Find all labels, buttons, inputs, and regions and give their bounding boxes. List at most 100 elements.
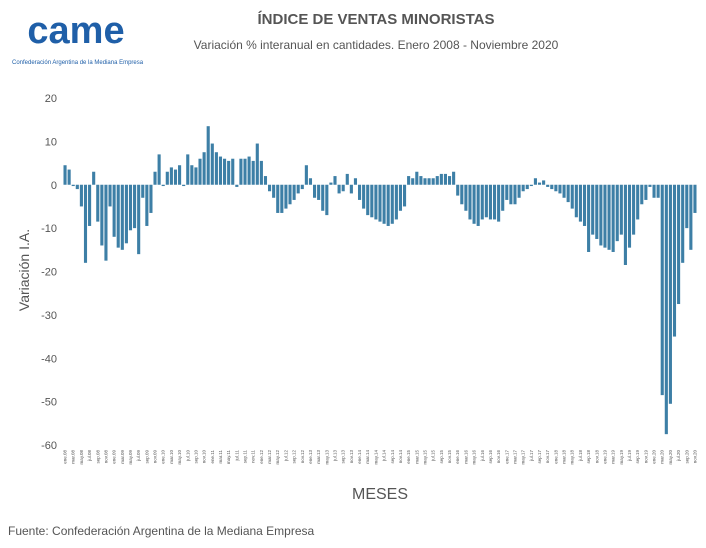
bar xyxy=(439,173,443,185)
bar xyxy=(227,160,231,185)
x-tick-label: ene.15 xyxy=(406,450,411,464)
y-axis-label: Variación I.A. xyxy=(16,229,32,311)
bar xyxy=(304,165,308,185)
y-tick-label: -20 xyxy=(41,267,57,279)
bar xyxy=(525,184,529,190)
bar xyxy=(468,184,472,220)
bar xyxy=(501,184,505,211)
bar xyxy=(214,152,218,185)
x-tick-label: may.20 xyxy=(668,450,673,465)
x-tick-label: nov.09 xyxy=(153,450,158,464)
bar xyxy=(251,160,255,185)
bar xyxy=(415,171,419,185)
x-tick-label: ene.14 xyxy=(357,450,362,464)
bar xyxy=(206,126,210,185)
bar xyxy=(366,184,370,216)
bar xyxy=(92,171,96,185)
bar xyxy=(83,184,88,263)
bar xyxy=(402,184,407,207)
x-tick-label: ene.20 xyxy=(652,450,657,464)
x-tick-label: ene.09 xyxy=(112,450,117,464)
x-tick-label: ene.16 xyxy=(455,450,460,464)
bar xyxy=(178,165,182,185)
x-tick-label: jul.13 xyxy=(333,450,338,462)
bar xyxy=(112,184,116,237)
bar xyxy=(67,169,71,185)
bar xyxy=(435,176,439,185)
bar xyxy=(362,184,366,209)
bar xyxy=(300,184,304,190)
bar xyxy=(636,184,640,220)
bar xyxy=(308,178,313,185)
bar xyxy=(165,171,169,185)
x-tick-label: nov.19 xyxy=(643,450,648,464)
bar xyxy=(419,176,423,185)
bar xyxy=(169,167,173,185)
bar xyxy=(116,184,120,248)
bar xyxy=(660,184,664,396)
bar xyxy=(668,184,672,404)
x-tick-label: jul.10 xyxy=(185,450,190,462)
x-tick-label: mar.18 xyxy=(562,450,567,464)
x-tick-label: ene.10 xyxy=(161,450,166,464)
bar xyxy=(632,184,636,235)
x-tick-label: jul.11 xyxy=(234,450,239,462)
bar xyxy=(529,184,533,187)
bar xyxy=(288,184,292,205)
x-tick-label: nov.13 xyxy=(349,450,354,464)
bar xyxy=(272,184,276,198)
bar xyxy=(644,184,648,200)
bar xyxy=(63,165,67,185)
bar xyxy=(182,184,186,187)
bar xyxy=(141,184,145,198)
x-tick-label: sep.12 xyxy=(292,450,297,464)
bar xyxy=(337,184,341,194)
bar xyxy=(231,158,235,185)
bar xyxy=(431,178,435,185)
bar xyxy=(407,176,411,185)
bar xyxy=(599,184,603,246)
bar xyxy=(570,184,574,209)
bar xyxy=(79,184,83,207)
bar xyxy=(394,184,398,220)
bar xyxy=(218,156,223,185)
bar xyxy=(447,176,452,185)
bar xyxy=(517,184,521,198)
x-tick-label: ene.12 xyxy=(259,450,264,464)
bar xyxy=(120,184,124,250)
bar xyxy=(595,184,599,239)
x-tick-label: sep.18 xyxy=(586,450,591,464)
bar xyxy=(263,176,268,185)
bar xyxy=(71,184,75,187)
y-tick-label: -60 xyxy=(41,440,57,452)
x-tick-label: jul.16 xyxy=(480,450,485,462)
bar xyxy=(259,160,263,185)
x-tick-label: mar.08 xyxy=(71,450,76,464)
x-tick-label: jul.20 xyxy=(676,450,681,462)
x-tick-label: nov.18 xyxy=(594,450,599,464)
x-tick-label: may.10 xyxy=(177,450,182,465)
bar xyxy=(202,152,206,185)
bar xyxy=(411,178,415,185)
x-tick-label: nov.17 xyxy=(545,450,550,464)
bar xyxy=(124,184,128,244)
bar xyxy=(157,154,161,185)
bar xyxy=(128,184,133,231)
bar xyxy=(284,184,288,209)
bar xyxy=(587,184,591,252)
bar xyxy=(497,184,501,222)
bar xyxy=(292,184,296,200)
chart-subtitle: Variación % interanual en cantidades. En… xyxy=(194,38,559,52)
bar xyxy=(480,184,484,220)
bar xyxy=(104,184,108,261)
x-tick-label: may.13 xyxy=(324,450,329,465)
bar xyxy=(235,184,239,187)
x-tick-label: may.14 xyxy=(373,450,378,465)
bar xyxy=(685,184,689,229)
bar xyxy=(296,184,300,194)
bar xyxy=(656,184,660,198)
x-tick-label: sep.11 xyxy=(243,450,248,464)
bar xyxy=(317,184,321,200)
x-tick-label: jul.08 xyxy=(87,450,92,462)
bar xyxy=(652,184,656,198)
